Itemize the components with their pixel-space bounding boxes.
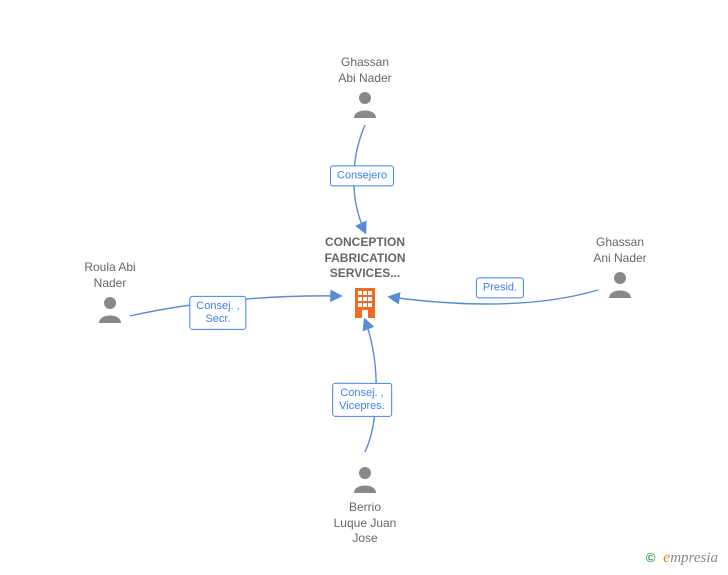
person-label: Roula AbiNader [50, 260, 170, 291]
person-label: GhassanAni Nader [560, 235, 680, 266]
person-icon [352, 465, 378, 496]
person-label: BerrioLuque JuanJose [305, 500, 425, 547]
person-icon [607, 270, 633, 301]
building-icon [350, 309, 380, 323]
person-node[interactable]: BerrioLuque JuanJose [305, 465, 425, 547]
edge-label: Consejero [330, 165, 394, 186]
company-label: CONCEPTION FABRICATION SERVICES... [305, 235, 425, 282]
person-label: GhassanAbi Nader [305, 55, 425, 86]
diagram-canvas: CONCEPTION FABRICATION SERVICES... © emp… [0, 0, 728, 575]
copyright-symbol: © [646, 550, 656, 565]
edge-label: Consej. , Vicepres. [332, 383, 392, 417]
brand-rest: mpresia [670, 550, 718, 566]
company-node[interactable]: CONCEPTION FABRICATION SERVICES... [305, 235, 425, 323]
person-icon [352, 90, 378, 121]
edge-label: Presid. [476, 277, 524, 298]
person-node[interactable]: Roula AbiNader [50, 260, 170, 326]
person-node[interactable]: GhassanAbi Nader [305, 55, 425, 121]
person-node[interactable]: GhassanAni Nader [560, 235, 680, 301]
footer-credit: © empresia [646, 549, 718, 567]
edge-label: Consej. , Secr. [189, 296, 246, 330]
person-icon [97, 295, 123, 326]
